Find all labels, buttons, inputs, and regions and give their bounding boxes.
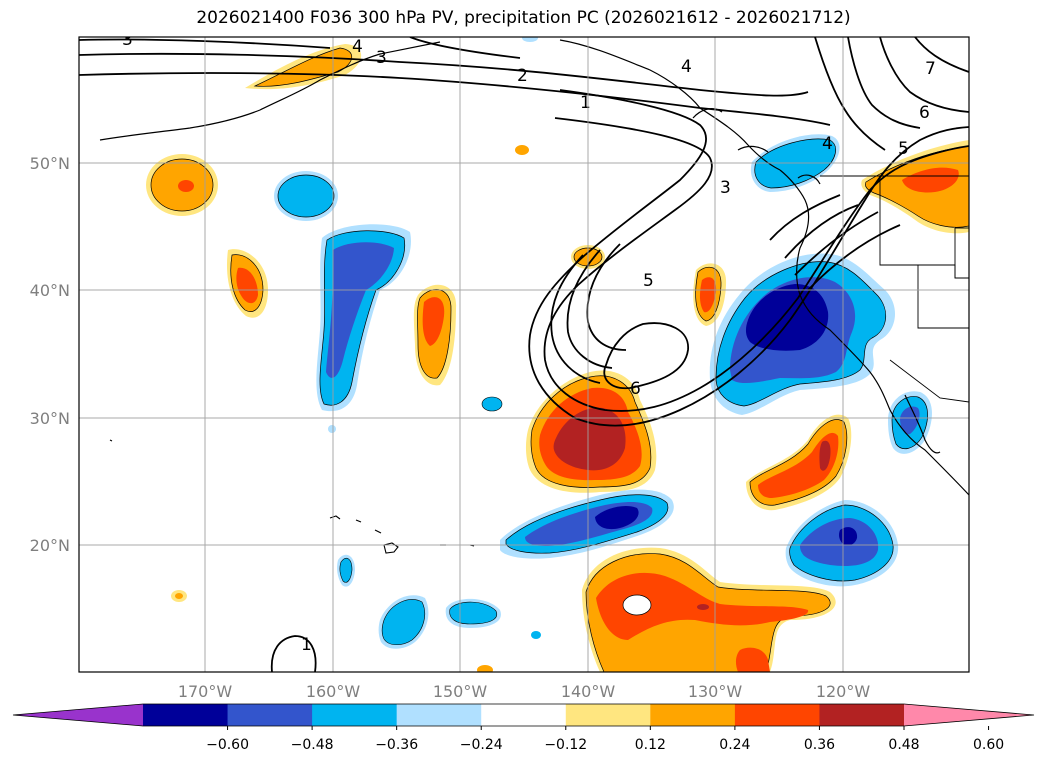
precip-anomaly-fields — [146, 37, 969, 672]
colorbar-extend-high — [904, 704, 1034, 726]
colorbar-segment — [396, 704, 482, 726]
pv-label: 5 — [898, 139, 909, 159]
colorbar-segment — [819, 704, 905, 726]
pv-label: 2 — [517, 66, 528, 86]
colorbar-tick-label: −0.24 — [460, 737, 503, 753]
longitude-labels: 170°W 160°W 150°W 140°W 130°W 120°W — [178, 682, 871, 701]
map-panel: 1 2 3 3 3 4 4 4 5 5 6 6 7 1 — [79, 30, 969, 672]
pv-label: 3 — [376, 48, 387, 68]
colorbar-tick-label: −0.48 — [291, 737, 334, 753]
colorbar-outline — [12, 703, 1035, 727]
pv-label: 6 — [919, 103, 930, 123]
colorbar-tick-label: 0.60 — [973, 737, 1004, 753]
colorbar-tick-label: −0.36 — [375, 737, 418, 753]
latitude-labels: 50°N 40°N 30°N 20°N — [30, 154, 70, 555]
pv-label: 4 — [681, 57, 692, 77]
colorbar-tick-label: 0.48 — [888, 737, 919, 753]
colorbar-extend-low — [13, 704, 143, 726]
map-frame — [78, 36, 970, 673]
colorbar-tick-label: 0.24 — [719, 737, 750, 753]
colorbar-segment — [312, 704, 398, 726]
pv-label: 1 — [580, 93, 591, 113]
colorbar-tick-label: 0.36 — [804, 737, 835, 753]
pv-label: 1 — [301, 635, 312, 655]
lon-label: 170°W — [178, 682, 233, 701]
colorbar-segment — [481, 704, 567, 726]
colorbar-tick-label: −0.12 — [544, 737, 587, 753]
gridlines — [79, 37, 969, 672]
pv-label: 4 — [352, 37, 363, 57]
pv-contours — [79, 37, 969, 672]
pv-label: 3 — [720, 178, 731, 198]
figure-title: 2026021400 F036 300 hPa PV, precipitatio… — [196, 8, 851, 28]
colorbar-segment — [143, 704, 229, 726]
lon-label: 130°W — [688, 682, 743, 701]
lat-label: 50°N — [30, 154, 70, 173]
colorbar-segment — [227, 704, 313, 726]
colorbar-segment — [565, 704, 651, 726]
pv-label: 6 — [630, 379, 641, 399]
lat-label: 30°N — [30, 409, 70, 428]
pv-label: 7 — [925, 59, 936, 79]
lon-label: 160°W — [306, 682, 361, 701]
colorbar-segment — [650, 704, 736, 726]
pv-label: 3 — [122, 30, 133, 50]
colorbar-segment — [734, 704, 820, 726]
pv-label: 4 — [822, 134, 833, 154]
lon-label: 140°W — [561, 682, 616, 701]
pv-contour-labels: 1 2 3 3 3 4 4 4 5 5 6 6 7 1 — [122, 30, 936, 655]
lat-label: 40°N — [30, 281, 70, 300]
colorbar: −0.60 −0.48 −0.36 −0.24 −0.12 0.12 0.24 0.36 0.4… — [12, 703, 1035, 753]
colorbar-tick-label: −0.60 — [206, 737, 249, 753]
pv-label: 5 — [643, 271, 654, 291]
lat-label: 20°N — [30, 536, 70, 555]
lon-label: 150°W — [433, 682, 488, 701]
lon-label: 120°W — [816, 682, 871, 701]
colorbar-tick-label: 0.12 — [635, 737, 666, 753]
